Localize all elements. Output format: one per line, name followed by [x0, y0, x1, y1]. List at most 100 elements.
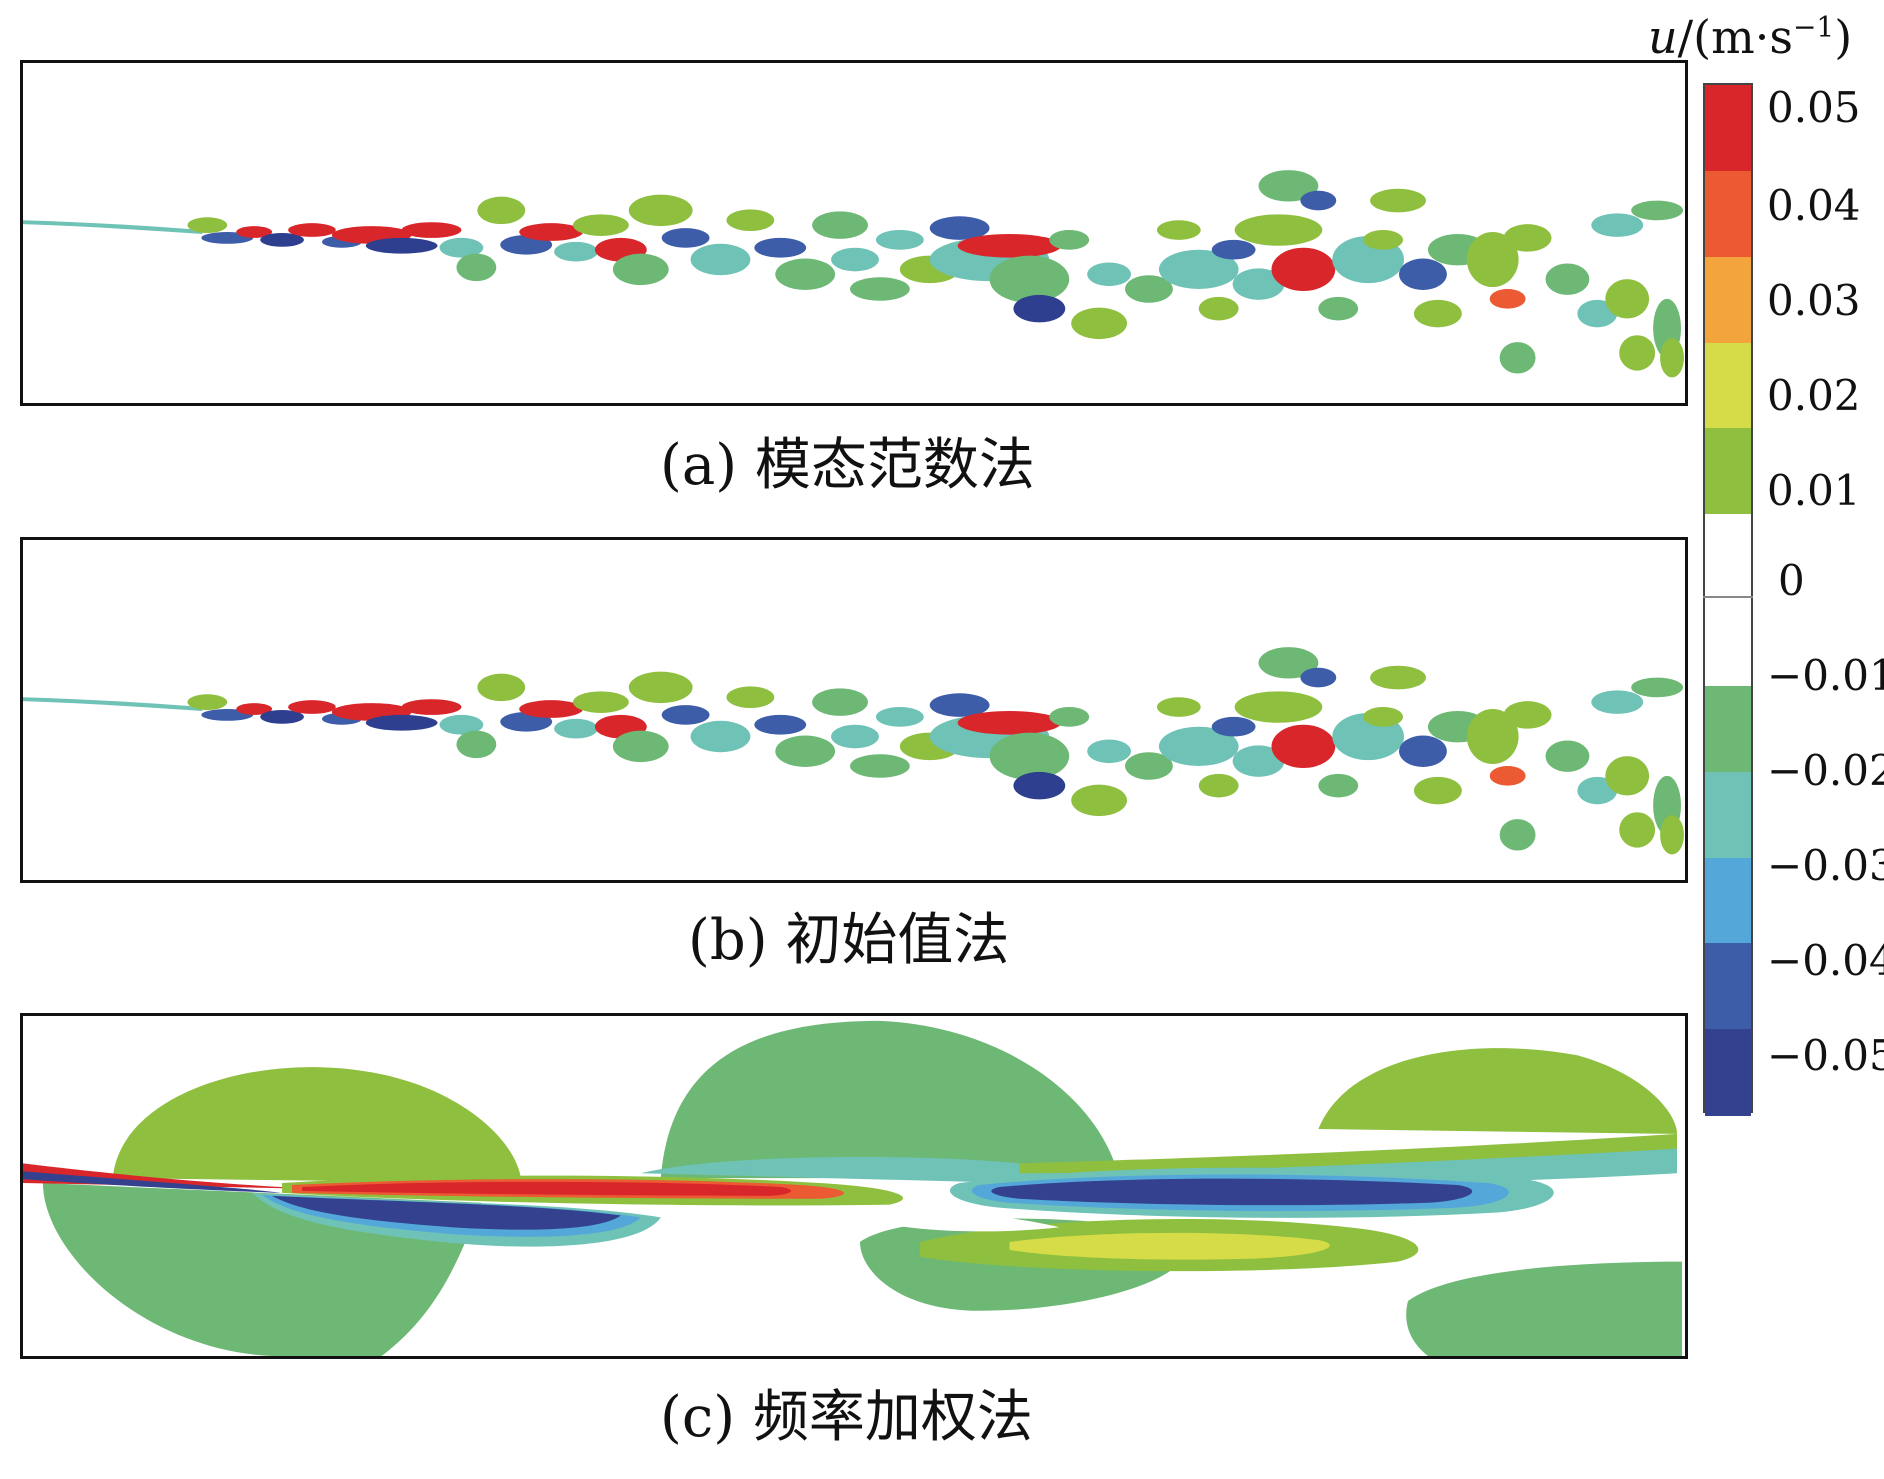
- vortex-blob: [989, 732, 1070, 780]
- vortex-blob: [875, 230, 924, 250]
- vortex-blob: [957, 710, 1062, 735]
- vortex-blob: [1605, 756, 1650, 796]
- vortex-blob: [628, 194, 693, 227]
- vortex-blob: [401, 699, 462, 715]
- vortex-blob: [554, 718, 598, 739]
- vortex-blob: [1503, 701, 1552, 729]
- vortex-blob: [1499, 819, 1536, 851]
- vortex-blob: [1591, 213, 1644, 237]
- jet-inflow-streak: [23, 220, 203, 234]
- vortex-blob: [1271, 247, 1336, 291]
- vortex-blob: [1489, 766, 1526, 786]
- colorbar-unit: /(m·s: [1677, 10, 1793, 64]
- vortex-blob: [187, 694, 228, 710]
- vortex-blob: [1087, 262, 1131, 287]
- colorbar-variable: u: [1648, 10, 1678, 64]
- vortex-blob: [726, 209, 775, 232]
- caption-c: (c) 频率加权法: [660, 1385, 1033, 1450]
- jet-navy-left: [23, 1171, 283, 1193]
- vortex-blob: [1156, 697, 1201, 717]
- vortex-blob: [989, 255, 1070, 303]
- vortex-blob: [1631, 677, 1684, 698]
- wake-white-gap: [879, 1211, 1060, 1232]
- vortex-blob: [1211, 716, 1256, 737]
- vortex-blob: [1370, 665, 1426, 690]
- colorbar-tick-label: −0.03: [1767, 841, 1884, 890]
- colorbar-tick-label: −0.04: [1767, 936, 1884, 985]
- vortex-blob: [1232, 745, 1285, 777]
- vortex-blob: [1211, 239, 1256, 260]
- vortex-blob: [726, 686, 775, 709]
- vortex-blob: [628, 671, 693, 704]
- vortex-blob: [439, 237, 484, 258]
- vortex-blob: [439, 714, 484, 735]
- vortex-blob: [754, 714, 807, 735]
- vortex-blob: [477, 196, 526, 225]
- vortex-blob: [1071, 784, 1128, 817]
- vortex-blob: [661, 705, 710, 725]
- vortex-blob: [875, 707, 924, 727]
- colorbar-segment: [1705, 256, 1751, 344]
- vortex-blob: [1234, 691, 1323, 723]
- vortex-blob: [1234, 214, 1323, 246]
- panel-c-frequency-weighted: [20, 1013, 1688, 1359]
- colorbar-segment: [1705, 857, 1751, 945]
- colorbar-tick-label: 0: [1778, 556, 1805, 605]
- colorbar: [1703, 83, 1753, 1116]
- colorbar-tick-label: 0.02: [1767, 371, 1861, 420]
- vortex-blob: [1413, 299, 1462, 328]
- vortex-blob: [812, 688, 868, 716]
- vortex-blob: [1545, 740, 1590, 772]
- band-lightgreen-upper: [1019, 1133, 1678, 1174]
- colorbar-segment: [1705, 342, 1751, 430]
- vortex-blob: [1545, 263, 1590, 295]
- colorbar-segment: [1705, 1029, 1751, 1116]
- vortex-blob: [519, 223, 583, 241]
- vortex-blob: [1363, 707, 1404, 727]
- vortex-blob: [456, 730, 497, 759]
- vortex-blob: [288, 223, 336, 237]
- colorbar-tick-label: 0.01: [1767, 466, 1861, 515]
- colorbar-unit-exponent: −1: [1792, 10, 1835, 44]
- vortex-blob: [365, 714, 438, 731]
- vortex-blob: [690, 243, 751, 276]
- vortex-blob: [754, 237, 807, 258]
- colorbar-segment: [1705, 685, 1751, 773]
- contour-field-a: [23, 170, 1685, 378]
- vortex-blob: [957, 233, 1062, 258]
- lobe-upper-1: [112, 1067, 522, 1184]
- vortex-blob: [1125, 752, 1173, 780]
- vortex-blob: [456, 253, 497, 282]
- vortex-blob: [1198, 296, 1239, 321]
- colorbar-segment: [1705, 600, 1751, 687]
- vortex-blob: [775, 258, 836, 290]
- vortex-blob: [1619, 335, 1656, 371]
- vortex-blob: [929, 216, 990, 240]
- jet-inflow-streak: [23, 697, 203, 711]
- vortex-blob: [1013, 294, 1066, 323]
- vortex-blob: [1619, 812, 1656, 848]
- colorbar-segment: [1705, 170, 1751, 258]
- vortex-blob: [1660, 815, 1685, 855]
- jet-blue-lower: [272, 1195, 621, 1230]
- vortex-blob: [812, 211, 868, 239]
- vortex-blob: [1466, 709, 1519, 765]
- vortex-blob: [187, 217, 228, 233]
- vortex-blob: [929, 693, 990, 717]
- lobe-upper-3: [1318, 1048, 1678, 1134]
- colorbar-segment: [1705, 771, 1751, 859]
- vortex-blob: [573, 691, 629, 713]
- vortex-blob: [573, 214, 629, 236]
- vortex-blob: [1370, 188, 1426, 213]
- vortex-blob: [612, 730, 669, 763]
- vortex-blob: [1232, 268, 1285, 300]
- vortex-blob: [850, 754, 910, 778]
- colorbar-tick-label: 0.05: [1767, 83, 1861, 132]
- vortex-blob: [1660, 338, 1685, 378]
- colorbar-tick-label: 0.04: [1767, 181, 1861, 230]
- vortex-blob: [831, 724, 879, 749]
- vortex-blob: [1158, 249, 1239, 290]
- wake-blue-right: [991, 1178, 1473, 1206]
- vortex-blob: [1049, 230, 1090, 250]
- vortex-blob: [260, 710, 304, 724]
